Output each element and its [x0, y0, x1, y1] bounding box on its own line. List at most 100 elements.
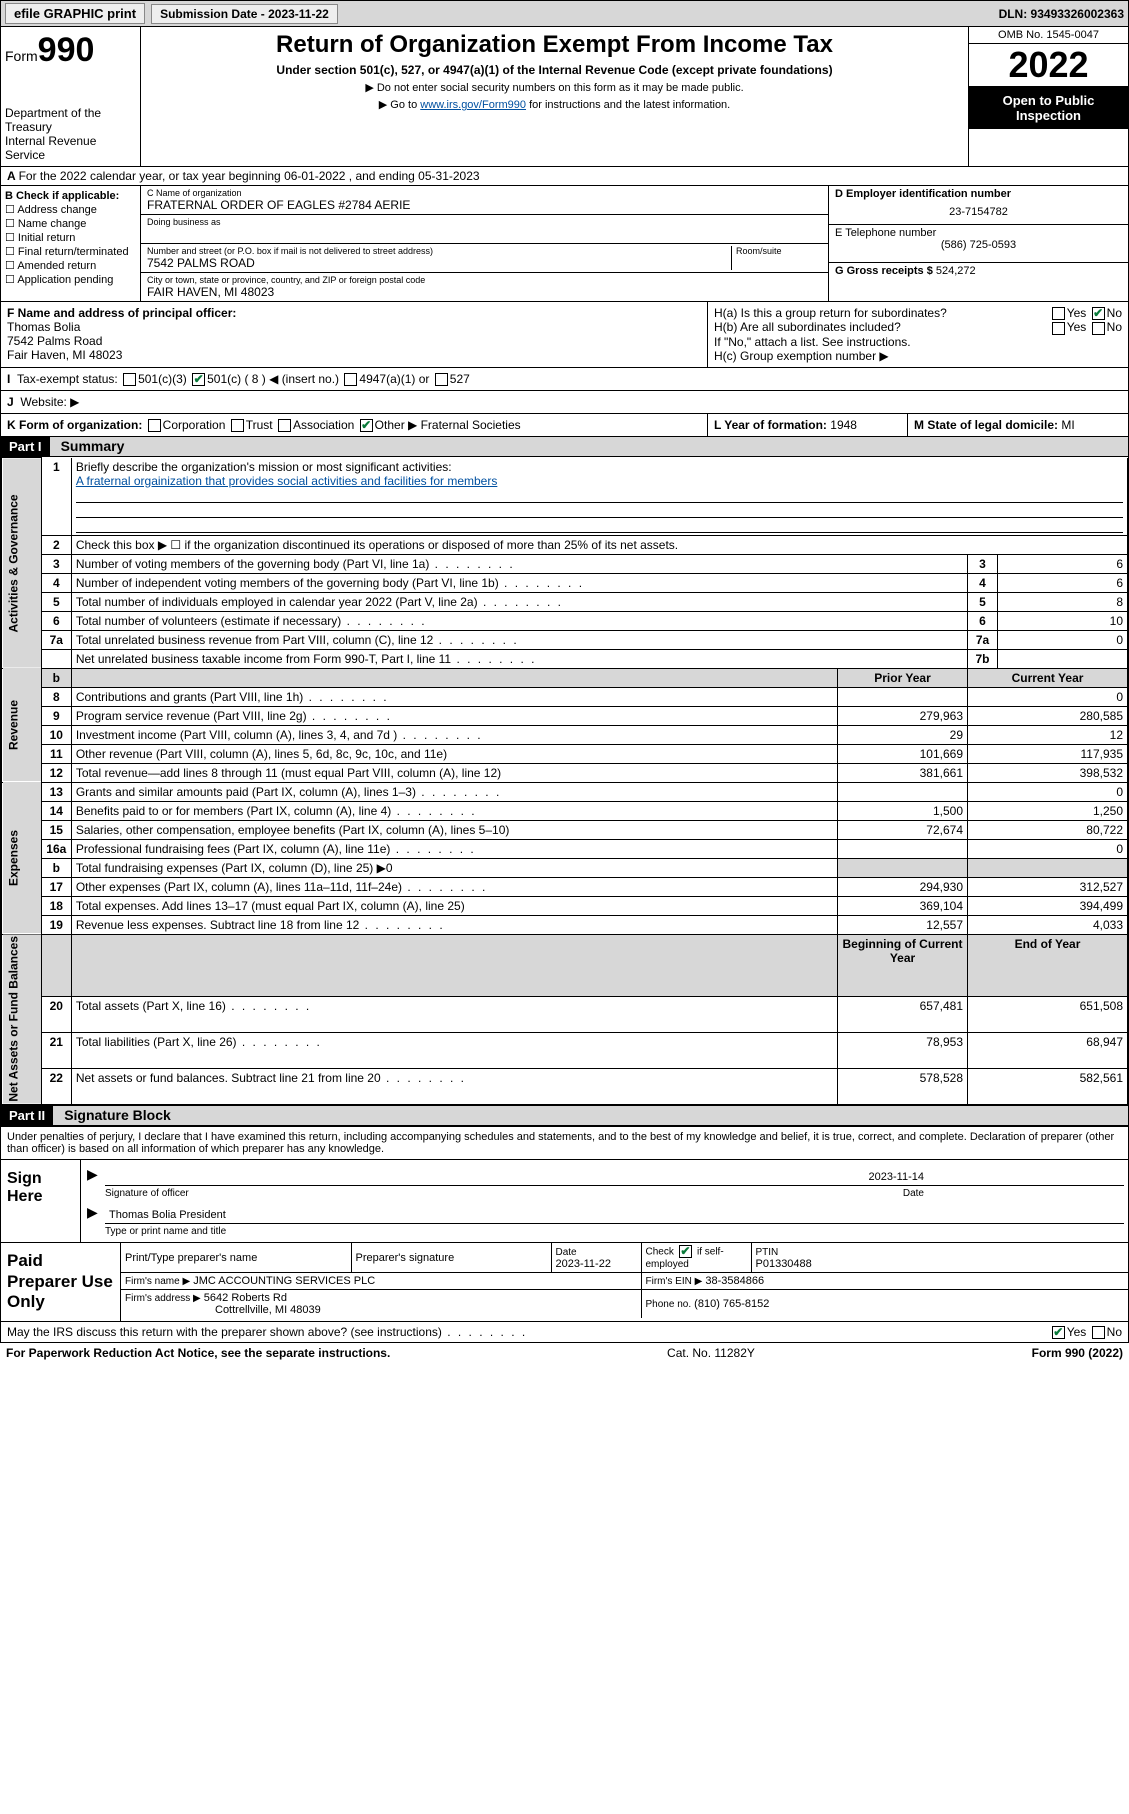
- part-ii: Part II Signature Block: [0, 1106, 1129, 1127]
- firm-ein: 38-3584866: [705, 1275, 764, 1287]
- dln: DLN: 93493326002363: [999, 7, 1124, 21]
- irs-link[interactable]: www.irs.gov/Form990: [420, 99, 526, 111]
- section-b: B Check if applicable: Address change Na…: [1, 186, 141, 301]
- chk-corp[interactable]: [148, 419, 161, 432]
- sign-here-label: Sign Here: [1, 1160, 81, 1242]
- dept-treasury: Department of the Treasury: [5, 106, 136, 134]
- chk-address-change[interactable]: Address change: [5, 203, 136, 216]
- open-inspection: Open to Public Inspection: [969, 87, 1128, 129]
- form-subtitle: Under section 501(c), 527, or 4947(a)(1)…: [149, 63, 960, 77]
- ein: 23-7154782: [835, 206, 1122, 218]
- discuss-yes[interactable]: [1052, 1326, 1065, 1339]
- gross-receipts: 524,272: [936, 265, 976, 277]
- vlabel-governance: Activities & Governance: [2, 458, 42, 669]
- chk-name-change[interactable]: Name change: [5, 217, 136, 230]
- val-12: 398,532: [968, 763, 1128, 782]
- val-10: 12: [968, 725, 1128, 744]
- section-c: C Name of organization FRATERNAL ORDER O…: [141, 186, 828, 301]
- hb-no[interactable]: [1092, 322, 1105, 335]
- year-formation: 1948: [830, 418, 857, 432]
- chk-4947[interactable]: [344, 373, 357, 386]
- val-3: 6: [998, 554, 1128, 573]
- section-f: F Name and address of principal officer:…: [1, 302, 708, 367]
- val-6: 10: [998, 611, 1128, 630]
- officer-signature-line[interactable]: ▶ Signature of officer 2023-11-14 Date: [105, 1164, 1124, 1186]
- omb-number: OMB No. 1545-0047: [969, 27, 1128, 44]
- val-7a: 0: [998, 630, 1128, 649]
- page-footer: For Paperwork Reduction Act Notice, see …: [0, 1343, 1129, 1363]
- topbar: efile GRAPHIC print Submission Date - 20…: [0, 0, 1129, 27]
- val-7b: [998, 649, 1128, 668]
- val-9: 280,585: [968, 706, 1128, 725]
- row-k-l-m: K Form of organization: Corporation Trus…: [0, 414, 1129, 437]
- vlabel-revenue: Revenue: [2, 668, 42, 782]
- val-14: 1,250: [968, 801, 1128, 820]
- row-j: J Website: ▶: [0, 391, 1129, 414]
- efile-button[interactable]: efile GRAPHIC print: [5, 3, 145, 24]
- row-i: I Tax-exempt status: 501(c)(3) 501(c) ( …: [0, 368, 1129, 391]
- section-d-e-g: D Employer identification number 23-7154…: [828, 186, 1128, 301]
- row-a-tax-year: A For the 2022 calendar year, or tax yea…: [0, 167, 1129, 186]
- paid-preparer-label: Paid Preparer Use Only: [1, 1243, 121, 1320]
- chk-amended[interactable]: Amended return: [5, 259, 136, 272]
- chk-501c[interactable]: [192, 373, 205, 386]
- chk-self-employed[interactable]: [679, 1245, 692, 1258]
- cat-no: Cat. No. 11282Y: [667, 1346, 755, 1360]
- paid-preparer: Paid Preparer Use Only Print/Type prepar…: [0, 1243, 1129, 1321]
- section-h: H(a) Is this a group return for subordin…: [708, 302, 1128, 367]
- part-ii-header: Part II: [1, 1106, 53, 1125]
- ha-no[interactable]: [1092, 307, 1105, 320]
- val-11: 117,935: [968, 744, 1128, 763]
- org-name: FRATERNAL ORDER OF EAGLES #2784 AERIE: [147, 198, 822, 212]
- tax-year: 2022: [969, 44, 1128, 87]
- officer-name-line: ▶ Thomas Bolia President Type or print n…: [105, 1202, 1124, 1224]
- row-f-h: F Name and address of principal officer:…: [0, 302, 1129, 368]
- officer-name: Thomas Bolia: [7, 320, 701, 334]
- org-city: FAIR HAVEN, MI 48023: [147, 285, 822, 299]
- goto-note: ▶ Go to www.irs.gov/Form990 for instruct…: [149, 98, 960, 111]
- state-domicile: MI: [1061, 418, 1074, 432]
- vlabel-expenses: Expenses: [2, 782, 42, 934]
- ha-yes[interactable]: [1052, 307, 1065, 320]
- val-17: 312,527: [968, 877, 1128, 896]
- form-page: Form 990 (2022): [1032, 1346, 1123, 1360]
- org-info-block: B Check if applicable: Address change Na…: [0, 186, 1129, 302]
- chk-initial-return[interactable]: Initial return: [5, 231, 136, 244]
- val-13: 0: [968, 782, 1128, 801]
- val-20: 651,508: [968, 997, 1128, 1033]
- vlabel-netassets: Net Assets or Fund Balances: [2, 934, 42, 1105]
- irs-discuss-row: May the IRS discuss this return with the…: [0, 1322, 1129, 1343]
- part-i: Part I Summary Activities & Governance 1…: [0, 437, 1129, 1106]
- val-18: 394,499: [968, 896, 1128, 915]
- hb-yes[interactable]: [1052, 322, 1065, 335]
- discuss-no[interactable]: [1092, 1326, 1105, 1339]
- form-title: Return of Organization Exempt From Incom…: [149, 31, 960, 59]
- part-i-header: Part I: [1, 437, 50, 456]
- ssn-note: ▶ Do not enter social security numbers o…: [149, 81, 960, 94]
- chk-trust[interactable]: [231, 419, 244, 432]
- chk-assoc[interactable]: [278, 419, 291, 432]
- summary-table: Activities & Governance 1 Briefly descri…: [1, 457, 1128, 1105]
- sign-date: 2023-11-14: [869, 1171, 924, 1183]
- firm-phone: (810) 765-8152: [694, 1298, 769, 1310]
- form-header: Form990 Department of the Treasury Inter…: [0, 27, 1129, 167]
- form-number: Form990: [5, 31, 136, 70]
- org-street: 7542 PALMS ROAD: [147, 256, 727, 270]
- org-form-other: Fraternal Societies: [421, 418, 521, 432]
- chk-final-return[interactable]: Final return/terminated: [5, 245, 136, 258]
- phone: (586) 725-0593: [835, 239, 1122, 251]
- val-22: 582,561: [968, 1069, 1128, 1105]
- officer-printed-name: Thomas Bolia President: [109, 1209, 226, 1221]
- sign-section: Sign Here ▶ Signature of officer 2023-11…: [0, 1160, 1129, 1243]
- chk-other[interactable]: [360, 419, 373, 432]
- chk-527[interactable]: [435, 373, 448, 386]
- chk-501c3[interactable]: [123, 373, 136, 386]
- val-16a: 0: [968, 839, 1128, 858]
- val-4: 6: [998, 573, 1128, 592]
- val-21: 68,947: [968, 1033, 1128, 1069]
- firm-name: JMC ACCOUNTING SERVICES PLC: [193, 1275, 375, 1287]
- prep-date: 2023-11-22: [556, 1258, 611, 1270]
- irs-label: Internal Revenue Service: [5, 134, 136, 162]
- chk-app-pending[interactable]: Application pending: [5, 273, 136, 286]
- mission-link[interactable]: A fraternal orgainization that provides …: [76, 474, 498, 488]
